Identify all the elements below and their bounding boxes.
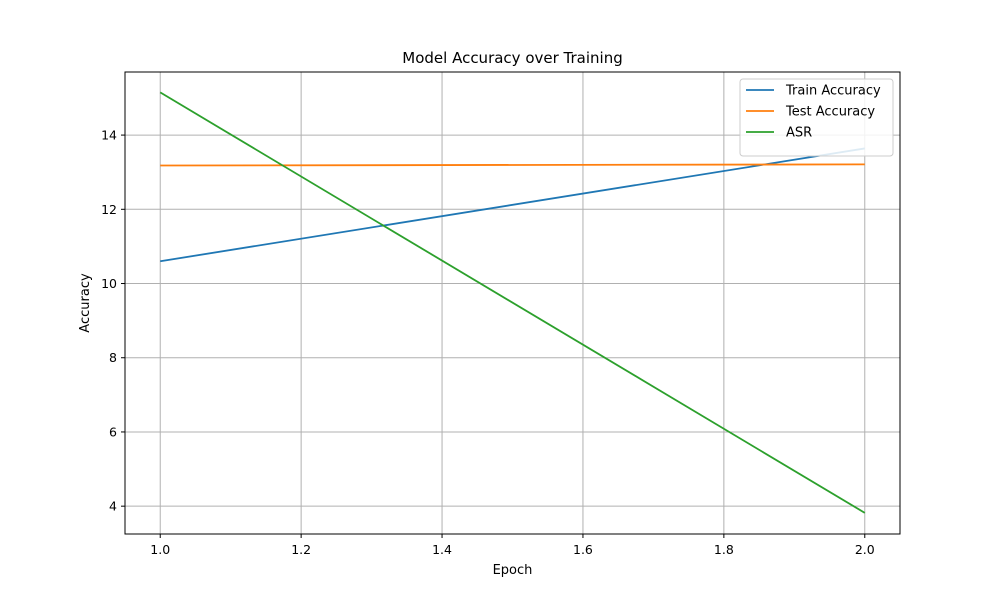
x-tick-label: 1.6 [573, 542, 593, 557]
legend-label-train-accuracy: Train Accuracy [785, 84, 881, 99]
x-tick-label: 1.8 [714, 542, 734, 557]
legend-label-test-accuracy: Test Accuracy [785, 105, 875, 120]
series-lines [159, 91, 866, 514]
x-axis-label: Epoch [493, 563, 533, 578]
series-line-train-accuracy [160, 147, 865, 263]
y-tick-label: 14 [101, 128, 117, 143]
series-line-test-accuracy [160, 163, 865, 167]
legend: Train Accuracy Test Accuracy ASR [739, 78, 894, 157]
axis-ticks: 1.0 1.2 1.4 1.6 1.8 2.0 4 6 8 10 12 14 [101, 128, 875, 557]
chart-title: Model Accuracy over Training [402, 49, 622, 67]
series-line-asr [159, 91, 866, 514]
x-tick-label: 1.4 [432, 542, 452, 557]
y-tick-label: 8 [109, 350, 117, 365]
y-tick-label: 6 [109, 424, 117, 439]
y-axis-label: Accuracy [78, 273, 93, 333]
x-tick-label: 2.0 [855, 542, 875, 557]
legend-label-asr: ASR [786, 126, 812, 141]
x-tick-label: 1.2 [291, 542, 311, 557]
y-tick-label: 10 [101, 276, 117, 291]
y-tick-label: 12 [101, 202, 117, 217]
plot-frame [124, 71, 901, 535]
x-tick-label: 1.0 [150, 542, 170, 557]
legend-box [739, 78, 894, 157]
y-tick-label: 4 [109, 499, 117, 514]
